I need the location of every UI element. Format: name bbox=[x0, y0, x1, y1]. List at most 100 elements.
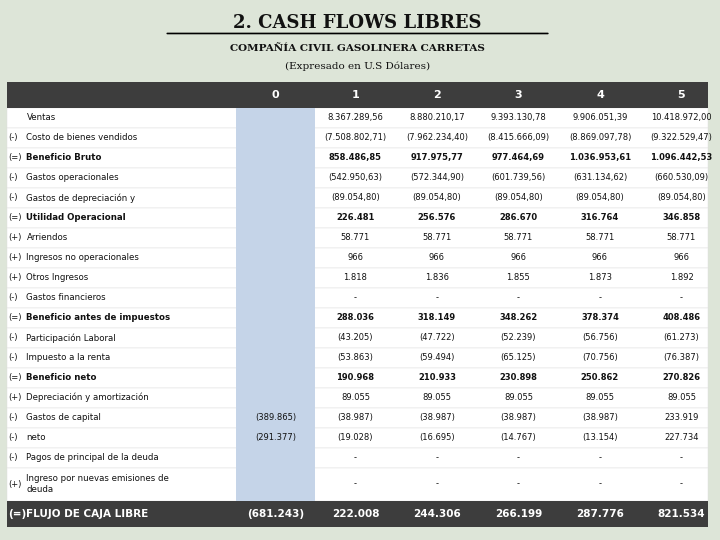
Text: 977.464,69: 977.464,69 bbox=[492, 153, 545, 163]
Text: (389.865): (389.865) bbox=[255, 413, 296, 422]
FancyBboxPatch shape bbox=[236, 128, 315, 148]
Text: (542.950,63): (542.950,63) bbox=[328, 173, 382, 183]
Text: (=): (=) bbox=[9, 509, 27, 518]
Text: 58.771: 58.771 bbox=[504, 233, 533, 242]
Text: Participación Laboral: Participación Laboral bbox=[27, 333, 116, 342]
FancyBboxPatch shape bbox=[7, 228, 708, 248]
Text: 256.576: 256.576 bbox=[418, 213, 456, 222]
Text: Arriendos: Arriendos bbox=[27, 233, 68, 242]
Text: (89.054,80): (89.054,80) bbox=[331, 193, 379, 202]
Text: -: - bbox=[436, 453, 438, 462]
Text: -: - bbox=[598, 453, 601, 462]
Text: 1.818: 1.818 bbox=[343, 273, 367, 282]
FancyBboxPatch shape bbox=[7, 268, 708, 288]
Text: -: - bbox=[354, 293, 357, 302]
Text: 1.873: 1.873 bbox=[588, 273, 612, 282]
Text: (+): (+) bbox=[9, 233, 22, 242]
Text: 226.481: 226.481 bbox=[336, 213, 374, 222]
Text: 966: 966 bbox=[429, 253, 445, 262]
Text: 2: 2 bbox=[433, 90, 441, 100]
Text: 9.393.130,78: 9.393.130,78 bbox=[490, 113, 546, 123]
Text: -: - bbox=[598, 293, 601, 302]
Text: (Expresado en U.S Dólares): (Expresado en U.S Dólares) bbox=[285, 62, 430, 71]
Text: 58.771: 58.771 bbox=[423, 233, 451, 242]
Text: 3: 3 bbox=[515, 90, 522, 100]
Text: Ingresos no operacionales: Ingresos no operacionales bbox=[27, 253, 140, 262]
Text: 10.418.972,00: 10.418.972,00 bbox=[651, 113, 712, 123]
Text: (601.739,56): (601.739,56) bbox=[491, 173, 546, 183]
Text: (89.054,80): (89.054,80) bbox=[494, 193, 543, 202]
Text: (572.344,90): (572.344,90) bbox=[410, 173, 464, 183]
Text: (19.028): (19.028) bbox=[338, 433, 373, 442]
FancyBboxPatch shape bbox=[7, 468, 708, 501]
Text: -: - bbox=[680, 293, 683, 302]
Text: Costo de bienes vendidos: Costo de bienes vendidos bbox=[27, 133, 138, 143]
Text: -: - bbox=[354, 453, 357, 462]
FancyBboxPatch shape bbox=[236, 388, 315, 408]
Text: (+): (+) bbox=[9, 393, 22, 402]
Text: (38.987): (38.987) bbox=[419, 413, 455, 422]
FancyBboxPatch shape bbox=[7, 148, 708, 168]
Text: (43.205): (43.205) bbox=[338, 333, 373, 342]
Text: (=): (=) bbox=[9, 313, 22, 322]
Text: -: - bbox=[680, 453, 683, 462]
FancyBboxPatch shape bbox=[7, 408, 708, 428]
Text: -: - bbox=[517, 480, 520, 489]
Text: 1.855: 1.855 bbox=[507, 273, 531, 282]
FancyBboxPatch shape bbox=[7, 348, 708, 368]
FancyBboxPatch shape bbox=[236, 208, 315, 228]
FancyBboxPatch shape bbox=[236, 188, 315, 208]
Text: 1.836: 1.836 bbox=[425, 273, 449, 282]
FancyBboxPatch shape bbox=[236, 268, 315, 288]
Text: (-): (-) bbox=[9, 353, 18, 362]
Text: (-): (-) bbox=[9, 453, 18, 462]
Text: -: - bbox=[436, 293, 438, 302]
Text: (291.377): (291.377) bbox=[255, 433, 296, 442]
Text: 348.262: 348.262 bbox=[500, 313, 538, 322]
Text: 230.898: 230.898 bbox=[500, 373, 537, 382]
Text: 9.906.051,39: 9.906.051,39 bbox=[572, 113, 628, 123]
Text: (631.134,62): (631.134,62) bbox=[573, 173, 627, 183]
FancyBboxPatch shape bbox=[236, 468, 315, 501]
Text: (-): (-) bbox=[9, 333, 18, 342]
FancyBboxPatch shape bbox=[7, 82, 708, 108]
Text: 966: 966 bbox=[592, 253, 608, 262]
Text: (8.415.666,09): (8.415.666,09) bbox=[487, 133, 549, 143]
Text: (38.987): (38.987) bbox=[338, 413, 374, 422]
FancyBboxPatch shape bbox=[236, 228, 315, 248]
FancyBboxPatch shape bbox=[7, 428, 708, 448]
Text: 858.486,85: 858.486,85 bbox=[329, 153, 382, 163]
FancyBboxPatch shape bbox=[7, 501, 708, 526]
Text: Ingreso por nuevas emisiones de
deuda: Ingreso por nuevas emisiones de deuda bbox=[27, 475, 169, 494]
Text: (61.273): (61.273) bbox=[664, 333, 699, 342]
Text: 286.670: 286.670 bbox=[500, 213, 538, 222]
Text: Beneficio Bruto: Beneficio Bruto bbox=[27, 153, 102, 163]
Text: -: - bbox=[517, 453, 520, 462]
Text: 89.055: 89.055 bbox=[423, 393, 451, 402]
FancyBboxPatch shape bbox=[236, 108, 315, 128]
Text: (89.054,80): (89.054,80) bbox=[413, 193, 462, 202]
Text: Ventas: Ventas bbox=[27, 113, 55, 123]
Text: 4: 4 bbox=[596, 90, 604, 100]
Text: (=): (=) bbox=[9, 213, 22, 222]
FancyBboxPatch shape bbox=[7, 108, 708, 128]
Text: Depreciación y amortización: Depreciación y amortización bbox=[27, 393, 149, 402]
FancyBboxPatch shape bbox=[236, 368, 315, 388]
FancyBboxPatch shape bbox=[236, 348, 315, 368]
Text: 1.036.953,61: 1.036.953,61 bbox=[569, 153, 631, 163]
Text: 270.826: 270.826 bbox=[662, 373, 701, 382]
Text: Otros Ingresos: Otros Ingresos bbox=[27, 273, 89, 282]
FancyBboxPatch shape bbox=[236, 428, 315, 448]
Text: Gastos de capital: Gastos de capital bbox=[27, 413, 102, 422]
Text: (89.054,80): (89.054,80) bbox=[575, 193, 624, 202]
FancyBboxPatch shape bbox=[7, 248, 708, 268]
FancyBboxPatch shape bbox=[7, 128, 708, 148]
Text: 821.534: 821.534 bbox=[657, 509, 706, 518]
FancyBboxPatch shape bbox=[7, 308, 708, 328]
Text: 5: 5 bbox=[678, 90, 685, 100]
Text: -: - bbox=[680, 480, 683, 489]
Text: 222.008: 222.008 bbox=[332, 509, 379, 518]
Text: 1.096.442,53: 1.096.442,53 bbox=[650, 153, 713, 163]
Text: Gastos operacionales: Gastos operacionales bbox=[27, 173, 119, 183]
Text: 408.486: 408.486 bbox=[662, 313, 701, 322]
